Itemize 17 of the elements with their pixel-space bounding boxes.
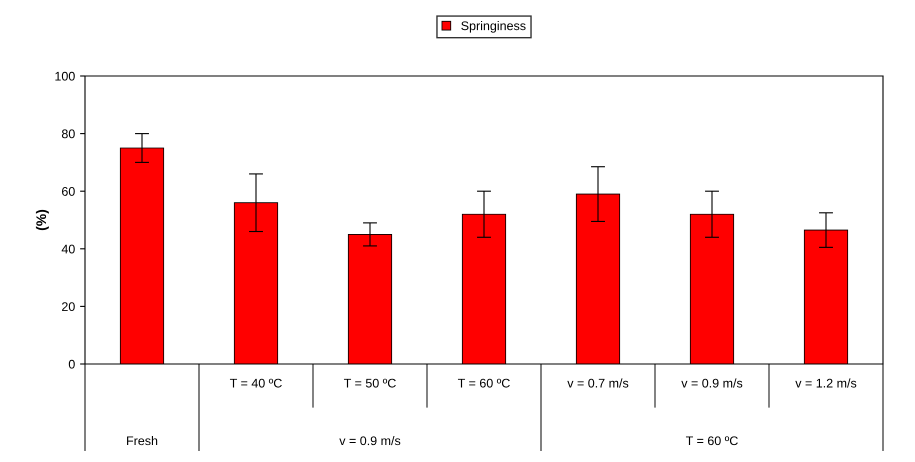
x-tick-label: T = 50 ºC bbox=[344, 378, 396, 388]
x-tick-label: T = 40 ºC bbox=[230, 378, 282, 388]
text: Fresh bbox=[127, 436, 158, 446]
x-tick-label: T = 60 ºC bbox=[458, 378, 510, 388]
text: v = 0.9 m/s bbox=[339, 436, 400, 446]
x-tick-label: v = 0.9 m/s bbox=[681, 378, 742, 388]
y-tick-label: 100 bbox=[55, 72, 75, 81]
y-axis-title: (%) bbox=[36, 210, 49, 230]
text: T = 60 ºC bbox=[686, 436, 738, 446]
y-tick-label: 60 bbox=[62, 187, 75, 196]
x-tick-label: v = 1.2 m/s bbox=[795, 378, 856, 388]
legend-label: Springiness bbox=[461, 21, 526, 33]
y-tick-label: 40 bbox=[62, 244, 75, 254]
y-tick-label: 0 bbox=[68, 360, 75, 369]
y-tick-label: 80 bbox=[62, 129, 75, 138]
x-tick-label: v = 0.7 m/s bbox=[567, 378, 628, 388]
y-tick-label: 20 bbox=[62, 302, 75, 312]
